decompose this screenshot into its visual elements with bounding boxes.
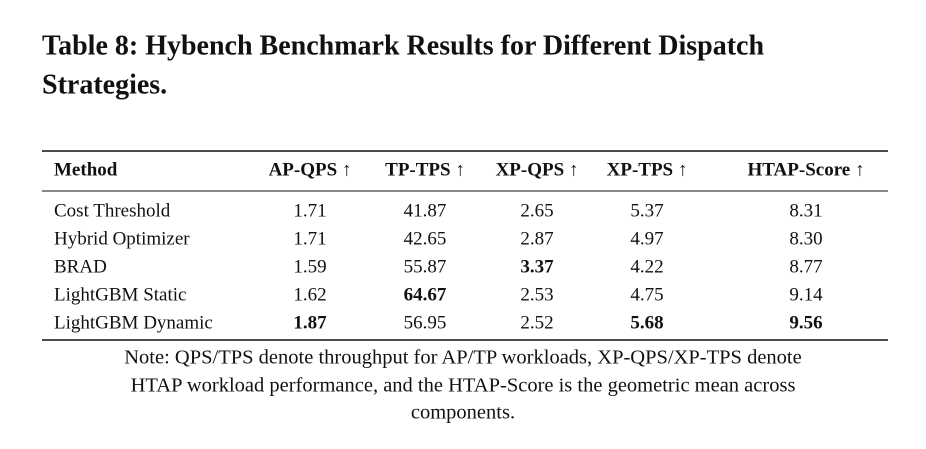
table-cell: 64.67 [404,284,447,305]
table-cell: 2.87 [520,228,553,249]
title-line: Table 8: Hybench Benchmark Results for D… [42,30,764,61]
table-cell: 56.95 [404,312,447,333]
column-header: XP-TPS ↑ [607,159,688,180]
table-cell: 4.75 [630,284,663,305]
table-cell: 1.59 [293,256,326,277]
table-cell: 42.65 [404,228,447,249]
column-header: XP-QPS ↑ [496,159,579,180]
table-cell: 8.31 [789,200,822,221]
table-cell: BRAD [54,256,107,277]
table: Method AP-QPS ↑ TP-TPS ↑ XP-QPS ↑ XP-TPS ↑ HT… [54,159,864,333]
table-cell: LightGBM Static [54,284,186,305]
table-cell: 2.65 [520,200,553,221]
table-cell: 5.37 [630,200,663,221]
note-line: components. [411,402,515,424]
table-cell: 4.97 [630,228,663,249]
title-line: Strategies. [42,69,167,100]
note-line: Note: QPS/TPS denote throughput for AP/T… [124,347,801,369]
table-cell: 3.37 [520,256,554,277]
table-cell: LightGBM Dynamic [54,312,213,333]
table-cell: 41.87 [404,200,447,221]
column-header: HTAP-Score ↑ [748,159,865,180]
table-cell: 1.71 [293,228,326,249]
table-cell: 8.77 [789,256,822,277]
column-header: AP-QPS ↑ [269,159,352,180]
table-cell: 4.22 [630,256,663,277]
table-cell: 1.87 [293,312,327,333]
table-cell: 5.68 [630,312,663,333]
table-cell: Cost Threshold [54,200,171,221]
table-cell: 9.56 [789,312,822,333]
table-cell: 8.30 [789,228,822,249]
table-cell: 2.53 [520,284,553,305]
table-cell: Hybrid Optimizer [54,228,190,249]
table-cell: 1.62 [293,284,326,305]
table-cell: 55.87 [404,256,447,277]
column-header: TP-TPS ↑ [385,159,465,180]
table-cell: 1.71 [293,200,326,221]
table-cell: 2.52 [520,312,553,333]
note-line: HTAP workload performance, and the HTAP-… [131,375,796,397]
column-header: Method [54,159,118,180]
table-cell: 9.14 [789,284,823,305]
